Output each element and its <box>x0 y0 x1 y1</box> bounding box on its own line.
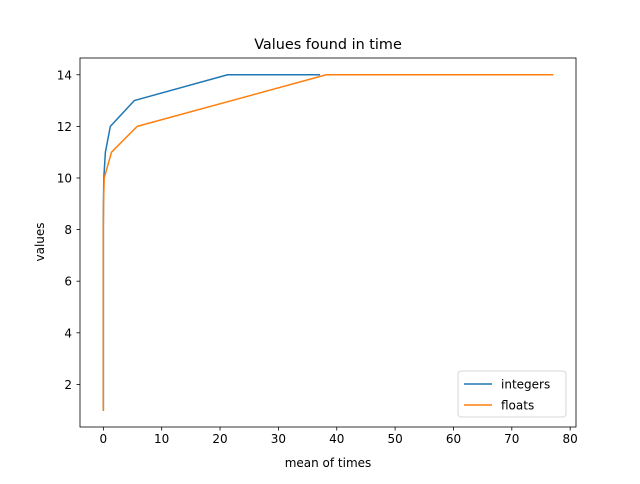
y-axis-label: values <box>33 222 47 261</box>
y-tick-label: 8 <box>64 223 72 237</box>
y-tick-label: 6 <box>64 275 72 289</box>
x-tick-label: 40 <box>329 432 344 446</box>
x-axis-label: mean of times <box>285 456 372 470</box>
y-tick-label: 12 <box>57 120 72 134</box>
axes-frame <box>79 57 577 428</box>
x-tick-label: 50 <box>387 432 402 446</box>
x-tick-label: 30 <box>271 432 286 446</box>
plot-area: 0 10 20 30 40 50 60 70 80 2 4 6 8 10 12 14 <box>57 57 578 446</box>
y-tick-label: 14 <box>57 68 72 82</box>
chart-title: Values found in time <box>254 37 402 53</box>
x-tick-label: 0 <box>100 432 108 446</box>
legend: integers floats <box>457 370 567 418</box>
x-tick-label: 10 <box>154 432 169 446</box>
legend-label-floats: floats <box>501 399 534 413</box>
x-tick-label: 60 <box>446 432 461 446</box>
x-tick-label: 70 <box>504 432 519 446</box>
x-tick-label: 80 <box>563 432 578 446</box>
series-line-floats <box>102 74 554 411</box>
legend-label-integers: integers <box>501 378 550 392</box>
y-tick-label: 2 <box>64 378 72 392</box>
y-tick-label: 4 <box>64 326 72 340</box>
y-tick-label: 10 <box>57 171 72 185</box>
x-tick-label: 20 <box>212 432 227 446</box>
